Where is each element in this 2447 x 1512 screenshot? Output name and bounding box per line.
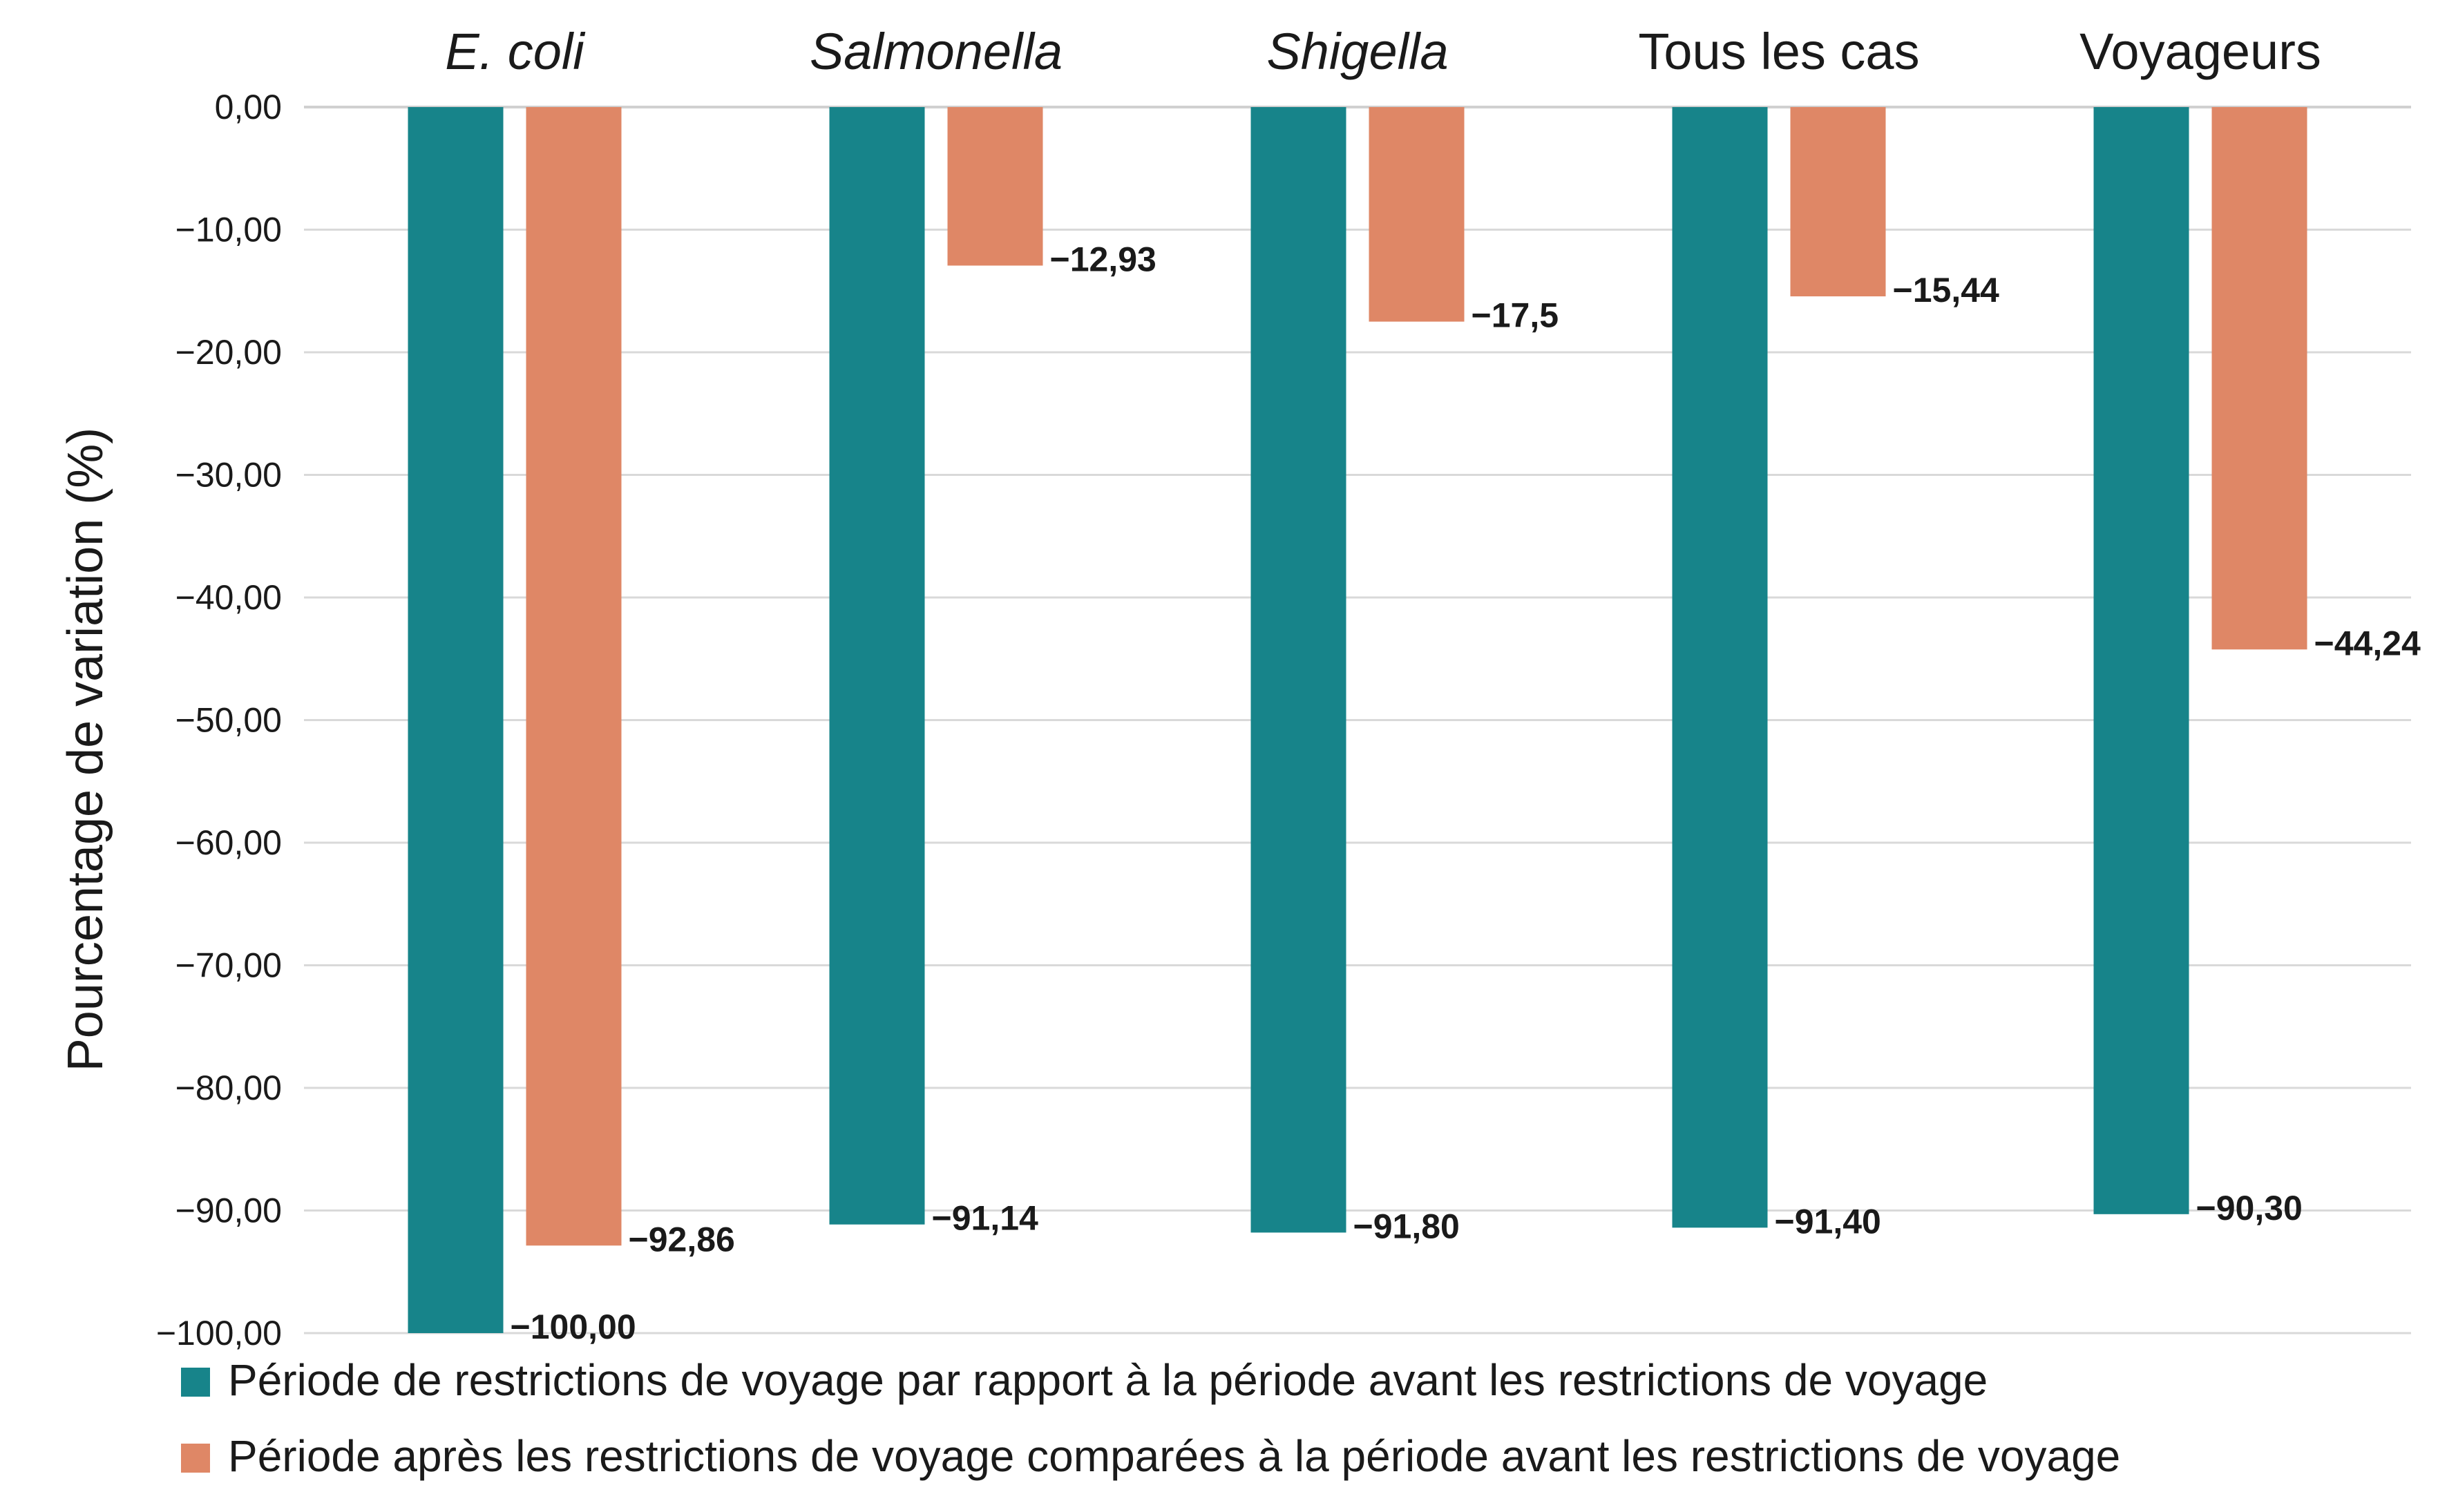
- bar-value-label: −100,00: [511, 1308, 636, 1346]
- bar-value-label: −92,86: [629, 1220, 735, 1259]
- y-axis-ticks: 0,00 −10,00 −20,00 −30,00 −40,00 −50,00 −60,00…: [156, 88, 282, 1352]
- legend: Période de restrictions de voyage par ra…: [181, 1355, 2120, 1481]
- bar-series-1: [1250, 107, 1346, 1233]
- bar-value-label: −91,40: [1775, 1202, 1881, 1241]
- y-tick-label: −100,00: [156, 1314, 282, 1352]
- y-tick-label: −80,00: [175, 1069, 282, 1107]
- bar-value-label: −91,80: [1353, 1207, 1460, 1245]
- bar-value-label: −15,44: [1893, 271, 2000, 309]
- bar-value-label: −17,5: [1472, 296, 1559, 335]
- category-label: Voyageurs: [2079, 23, 2321, 80]
- y-tick-label: 0,00: [215, 88, 282, 126]
- y-axis-title: Pourcentage de variation (%): [58, 428, 113, 1072]
- category-label: Salmonella: [810, 23, 1063, 80]
- y-tick-label: −60,00: [175, 823, 282, 862]
- gridlines: [304, 106, 2411, 1334]
- bars: [408, 107, 2307, 1333]
- y-tick-label: −90,00: [175, 1192, 282, 1230]
- bar-series-2: [1369, 107, 1465, 322]
- legend-swatch: [181, 1444, 210, 1473]
- bar-series-2: [1790, 107, 1886, 297]
- bar-series-2: [2211, 107, 2307, 650]
- legend-entry: Période après les restrictions de voyage…: [228, 1431, 2120, 1481]
- y-tick-label: −30,00: [175, 456, 282, 495]
- legend-entry: Période de restrictions de voyage par ra…: [228, 1355, 1988, 1405]
- data-labels: −100,00 −92,86 −91,14 −12,93 −91,80 −17,5 −91,…: [511, 240, 2421, 1346]
- bar-value-label: −90,30: [2196, 1189, 2303, 1227]
- legend-swatch: [181, 1368, 210, 1397]
- bar-value-label: −91,14: [932, 1199, 1039, 1238]
- category-labels: E. coli Salmonella Shigella Tous les cas Voy…: [445, 23, 2321, 80]
- bar-series-2: [947, 107, 1043, 266]
- category-label: E. coli: [445, 23, 586, 80]
- y-tick-label: −70,00: [175, 946, 282, 985]
- category-label: Shigella: [1266, 23, 1448, 80]
- y-tick-label: −40,00: [175, 578, 282, 617]
- bar-series-1: [2093, 107, 2189, 1214]
- category-label: Tous les cas: [1638, 23, 1919, 80]
- bar-series-1: [1672, 107, 1768, 1228]
- y-tick-label: −10,00: [175, 211, 282, 249]
- bar-value-label: −12,93: [1050, 240, 1156, 279]
- bar-series-1: [408, 107, 504, 1333]
- bar-series-2: [526, 107, 622, 1246]
- bar-series-1: [829, 107, 925, 1225]
- y-tick-label: −20,00: [175, 333, 282, 372]
- bar-value-label: −44,24: [2314, 624, 2421, 662]
- y-tick-label: −50,00: [175, 701, 282, 740]
